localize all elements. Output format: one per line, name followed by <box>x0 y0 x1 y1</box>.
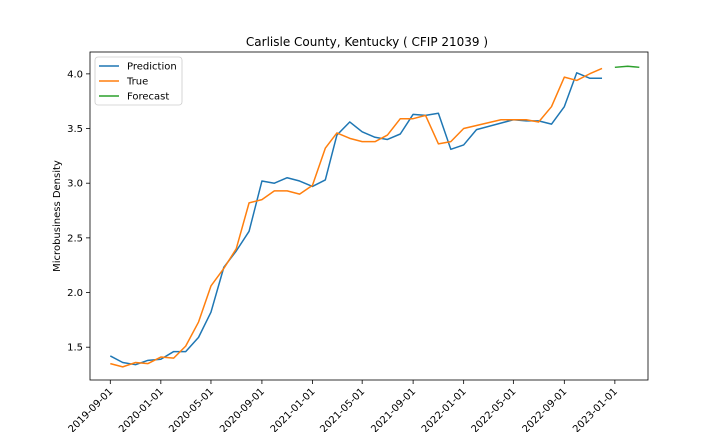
legend-label: Prediction <box>127 62 177 73</box>
series-line-prediction <box>109 72 603 366</box>
y-tick-label: 1.5 <box>67 343 83 354</box>
y-tick-label: 3.5 <box>67 124 83 135</box>
plot-frame <box>89 51 649 381</box>
legend-label: Forecast <box>127 92 169 103</box>
series-line-forecast <box>614 65 640 69</box>
y-axis-label: Microbusiness Density <box>52 160 63 272</box>
y-tick-label: 4.0 <box>67 69 83 80</box>
chart-title: Carlisle County, Kentucky ( CFIP 21039 ) <box>246 35 488 49</box>
legend: Prediction True Forecast <box>94 56 183 106</box>
y-tick-label: 2.5 <box>67 233 83 244</box>
legend-label: True <box>126 77 148 88</box>
legend-box <box>94 56 183 106</box>
y-tick-label: 3.0 <box>67 179 83 190</box>
y-axis: 1.5 2.0 2.5 3.0 3.5 4.0 <box>67 69 90 354</box>
y-tick-label: 2.0 <box>67 288 83 299</box>
series-line-true <box>110 67 603 368</box>
plot-area <box>109 65 640 368</box>
